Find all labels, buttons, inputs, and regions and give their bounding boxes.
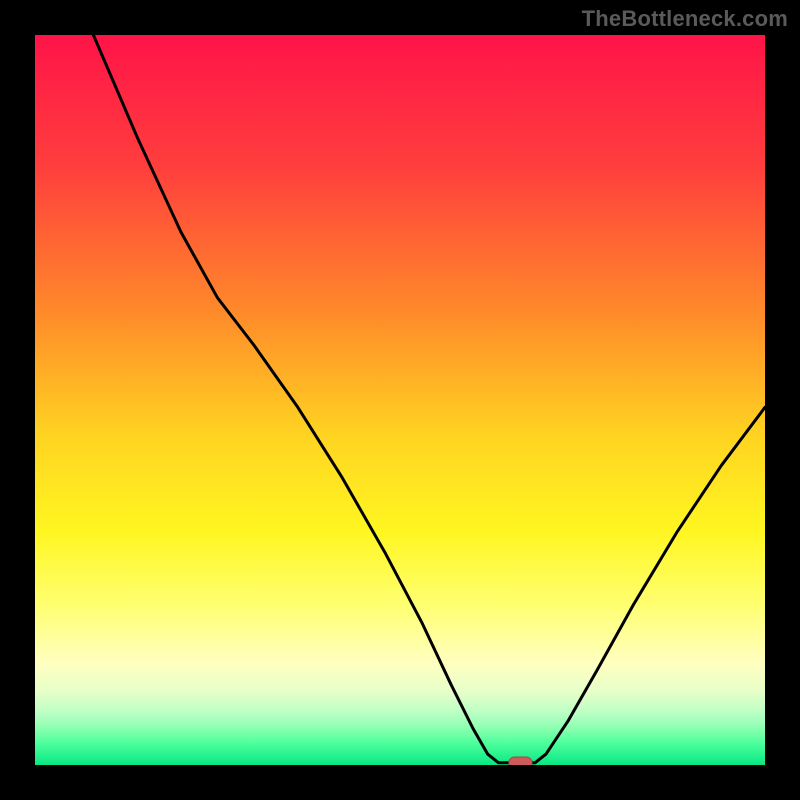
watermark-text: TheBottleneck.com — [582, 6, 788, 32]
chart-container: TheBottleneck.com — [0, 0, 800, 800]
plot-area — [35, 35, 765, 765]
optimum-marker — [509, 757, 532, 765]
gradient-background — [35, 35, 765, 765]
